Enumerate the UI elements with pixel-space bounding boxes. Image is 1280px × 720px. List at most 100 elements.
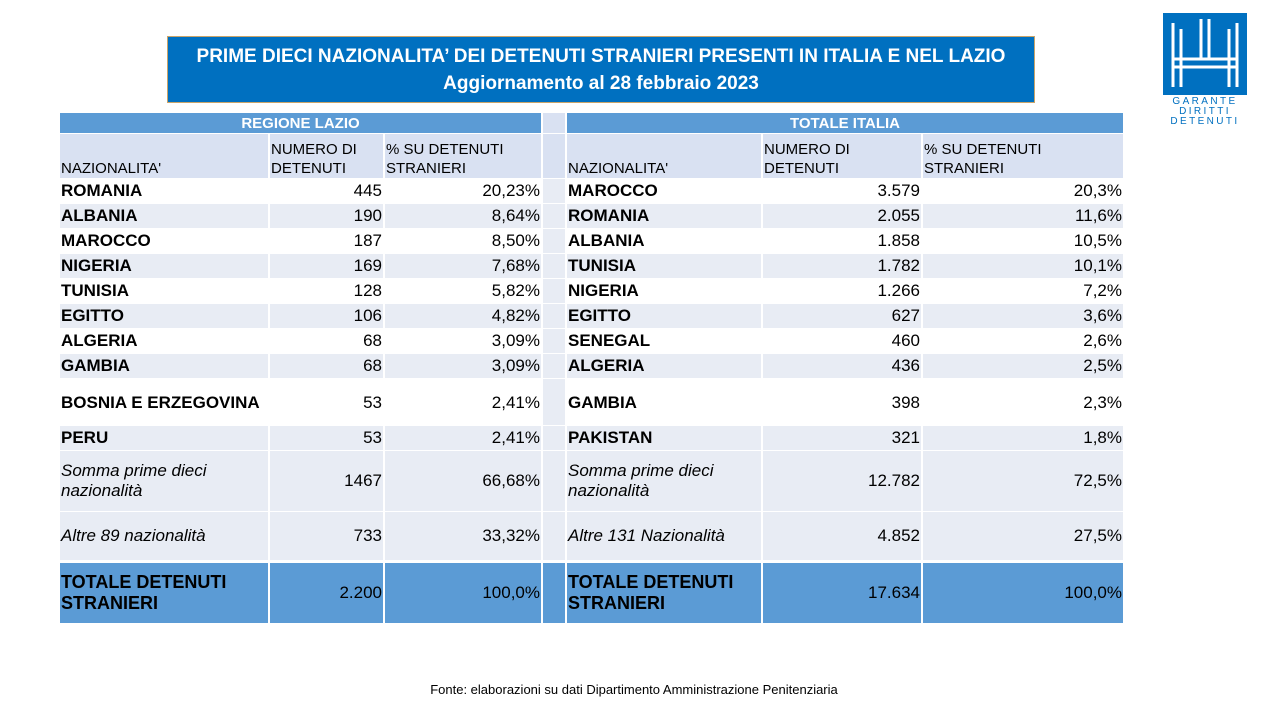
italia-count-cell: 398 (762, 378, 923, 426)
italia-count-cell: 1.782 (762, 253, 923, 279)
table-row: BOSNIA E ERZEGOVINA 53 2,41% GAMBIA 398 2,3% (60, 378, 1125, 426)
gap-cell (542, 253, 567, 279)
lazio-col-count: NUMERO DI DETENUTI (269, 133, 385, 179)
table-row: NIGERIA 169 7,68% TUNISIA 1.782 10,1% (60, 253, 1125, 279)
lazio-count-cell: 169 (269, 253, 385, 279)
lazio-nationality-cell: Somma prime dieci nazionalità (60, 450, 270, 512)
italia-count-cell: 4.852 (762, 511, 923, 562)
table-row: ROMANIA 445 20,23% MAROCCO 3.579 20,3% (60, 178, 1125, 204)
lazio-pct-cell: 20,23% (384, 178, 543, 204)
gap-cell (542, 450, 567, 512)
italia-nationality-cell: SENEGAL (566, 328, 763, 354)
italia-nationality-cell: TUNISIA (566, 253, 763, 279)
source-note: Fonte: elaborazioni su dati Dipartimento… (430, 682, 838, 697)
logo-text-line-2: DIRITTI (1179, 106, 1231, 117)
italia-count-cell: 3.579 (762, 178, 923, 204)
logo-text-line-3: DETENUTI (1170, 116, 1240, 127)
italia-count-cell: 1.858 (762, 228, 923, 254)
italia-pct-cell: 1,8% (922, 425, 1125, 451)
italia-col-pct: % SU DETENUTI STRANIERI (922, 133, 1125, 179)
gap-cell (542, 328, 567, 354)
gap-cell (542, 303, 567, 329)
italia-pct-cell: 11,6% (922, 203, 1125, 229)
italia-col-count: NUMERO DI DETENUTI (762, 133, 923, 179)
italia-pct-cell: 2,3% (922, 378, 1125, 426)
lazio-nationality-cell: PERU (60, 425, 270, 451)
lazio-pct-cell: 3,09% (384, 353, 543, 379)
gap-cell (542, 178, 567, 204)
italia-nationality-cell: PAKISTAN (566, 425, 763, 451)
lazio-nationality-cell: TUNISIA (60, 278, 270, 304)
lazio-count-cell: 1467 (269, 450, 385, 512)
italia-pct-cell: 27,5% (922, 511, 1125, 562)
italia-nationality-cell: Somma prime dieci nazionalità (566, 450, 763, 512)
italia-count-cell: 436 (762, 353, 923, 379)
lazio-pct-cell: 7,68% (384, 253, 543, 279)
table-row: ALGERIA 68 3,09% SENEGAL 460 2,6% (60, 328, 1125, 354)
italia-nationality-cell: MAROCCO (566, 178, 763, 204)
lazio-nationality-cell: Altre 89 nazionalità (60, 511, 270, 562)
lazio-col-nationality: NAZIONALITA' (60, 133, 270, 179)
italia-count-cell: 2.055 (762, 203, 923, 229)
italia-nationality-cell: NIGERIA (566, 278, 763, 304)
italia-count-cell: 460 (762, 328, 923, 354)
title-box: PRIME DIECI NAZIONALITA’ DEI DETENUTI ST… (167, 36, 1035, 103)
garante-logo: GARANTE DIRITTI DETENUTI (1163, 13, 1247, 128)
lazio-pct-cell: 100,0% (384, 560, 543, 624)
italia-pct-cell: 10,5% (922, 228, 1125, 254)
logo-text-line-1: GARANTE (1172, 96, 1238, 107)
italia-pct-cell: 2,6% (922, 328, 1125, 354)
gap-cell (542, 511, 567, 562)
lazio-nationality-cell: MAROCCO (60, 228, 270, 254)
gap-cell (542, 378, 567, 426)
lazio-nationality-cell: ALBANIA (60, 203, 270, 229)
lazio-count-cell: 187 (269, 228, 385, 254)
italia-count-cell: 1.266 (762, 278, 923, 304)
lazio-nationality-cell: BOSNIA E ERZEGOVINA (60, 378, 270, 426)
lazio-nationality-cell: TOTALE DETENUTI STRANIERI (60, 560, 270, 624)
italia-pct-cell: 2,5% (922, 353, 1125, 379)
table-row: PERU 53 2,41% PAKISTAN 321 1,8% (60, 425, 1125, 451)
italia-count-cell: 321 (762, 425, 923, 451)
gap-cell (542, 133, 567, 179)
nationality-table: REGIONE LAZIO TOTALE ITALIA NAZIONALITA'… (60, 113, 1125, 624)
lazio-nationality-cell: ALGERIA (60, 328, 270, 354)
lazio-count-cell: 733 (269, 511, 385, 562)
italia-col-nationality: NAZIONALITA' (566, 133, 763, 179)
lazio-pct-cell: 2,41% (384, 378, 543, 426)
lazio-count-cell: 2.200 (269, 560, 385, 624)
table-row: ALBANIA 190 8,64% ROMANIA 2.055 11,6% (60, 203, 1125, 229)
italia-nationality-cell: ALBANIA (566, 228, 763, 254)
lazio-nationality-cell: NIGERIA (60, 253, 270, 279)
table-row: TUNISIA 128 5,82% NIGERIA 1.266 7,2% (60, 278, 1125, 304)
lazio-pct-cell: 33,32% (384, 511, 543, 562)
italia-nationality-cell: ALGERIA (566, 353, 763, 379)
lazio-count-cell: 445 (269, 178, 385, 204)
gap-cell (542, 203, 567, 229)
gap-cell (542, 278, 567, 304)
group-header-row: REGIONE LAZIO TOTALE ITALIA (60, 113, 1125, 134)
italia-count-cell: 12.782 (762, 450, 923, 512)
italia-nationality-cell: Altre 131 Nazionalità (566, 511, 763, 562)
italia-nationality-cell: GAMBIA (566, 378, 763, 426)
italia-pct-cell: 72,5% (922, 450, 1125, 512)
lazio-pct-cell: 5,82% (384, 278, 543, 304)
lazio-pct-cell: 4,82% (384, 303, 543, 329)
garante-logo-icon (1163, 13, 1247, 95)
other-row: Altre 89 nazionalità 733 33,32% Altre 131 N… (60, 511, 1125, 562)
lazio-header: REGIONE LAZIO (60, 113, 543, 134)
table-row: MAROCCO 187 8,50% ALBANIA 1.858 10,5% (60, 228, 1125, 254)
lazio-pct-cell: 66,68% (384, 450, 543, 512)
gap-cell (542, 113, 567, 134)
lazio-count-cell: 68 (269, 353, 385, 379)
italia-pct-cell: 7,2% (922, 278, 1125, 304)
lazio-count-cell: 53 (269, 425, 385, 451)
total-row: TOTALE DETENUTI STRANIERI 2.200 100,0% TOTA… (60, 560, 1125, 624)
lazio-pct-cell: 3,09% (384, 328, 543, 354)
lazio-count-cell: 53 (269, 378, 385, 426)
title-line-1: PRIME DIECI NAZIONALITA’ DEI DETENUTI ST… (196, 46, 1006, 67)
lazio-pct-cell: 8,64% (384, 203, 543, 229)
lazio-count-cell: 190 (269, 203, 385, 229)
italia-nationality-cell: ROMANIA (566, 203, 763, 229)
italia-pct-cell: 20,3% (922, 178, 1125, 204)
